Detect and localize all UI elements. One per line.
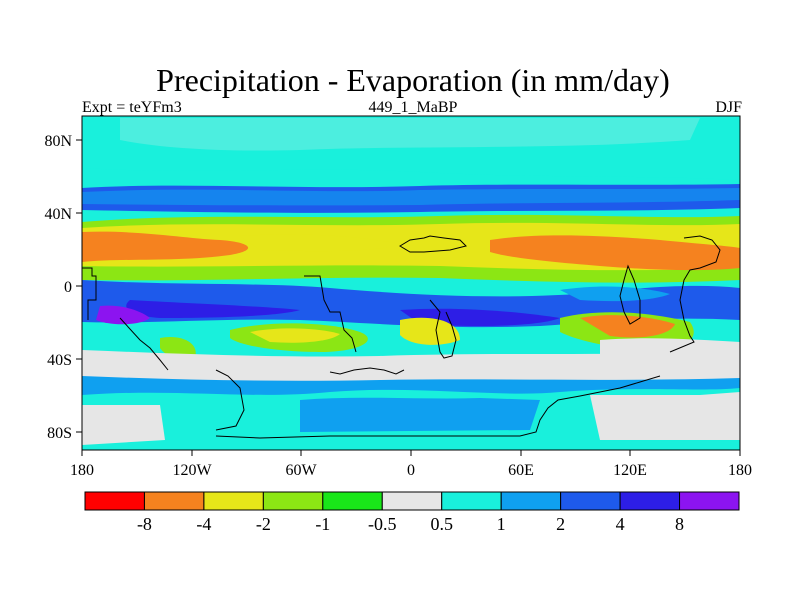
colorbar-label: 1 bbox=[497, 514, 506, 534]
colorbar-label: -4 bbox=[196, 514, 211, 534]
polar-cyan bbox=[82, 116, 740, 180]
antarctic-gray-east bbox=[590, 392, 740, 440]
southern-blue-patch bbox=[300, 397, 540, 432]
experiment-label: Expt = teYFm3 bbox=[82, 99, 182, 116]
colorbar bbox=[84, 491, 740, 511]
coast-4 bbox=[429, 299, 457, 359]
itcz-purple bbox=[96, 305, 150, 325]
y-tick: 80N bbox=[44, 133, 72, 150]
y-tick: 80S bbox=[47, 425, 72, 442]
coast-5 bbox=[619, 264, 641, 325]
x-tick: 120W bbox=[172, 462, 212, 479]
y-tick: 40S bbox=[47, 352, 72, 369]
storm-track-light bbox=[82, 188, 740, 206]
coast-9 bbox=[215, 375, 661, 439]
coast-10 bbox=[329, 367, 405, 375]
colorbar-labels: -8 -4 -2 -1 -0.5 0.5 1 2 4 8 bbox=[137, 514, 684, 534]
figure-title: Precipitation - Evaporation (in mm/day) bbox=[156, 62, 670, 98]
colorbar-swatch bbox=[322, 491, 383, 511]
colorbar-swatch bbox=[560, 491, 621, 511]
colorbar-label: 4 bbox=[616, 514, 625, 534]
sh-yellow-africa bbox=[400, 317, 460, 345]
colorbar-label: -8 bbox=[137, 514, 152, 534]
coast-2 bbox=[304, 275, 357, 353]
y-tick: 40N bbox=[44, 206, 72, 223]
colorbar-label: -0.5 bbox=[368, 514, 397, 534]
dry-orange-west bbox=[82, 231, 249, 262]
x-tick: 60E bbox=[508, 462, 534, 479]
x-tick: 180 bbox=[70, 462, 94, 479]
colorbar-label: 0.5 bbox=[430, 514, 453, 534]
colorbar-swatch bbox=[84, 491, 145, 511]
colorbar-swatch bbox=[679, 491, 740, 511]
dry-orange-east bbox=[490, 235, 740, 271]
colorbar-swatch bbox=[619, 491, 681, 511]
coast-8 bbox=[215, 369, 245, 431]
sh-orange-east bbox=[580, 315, 675, 338]
polar-light bbox=[120, 118, 700, 151]
colorbar-label: 8 bbox=[675, 514, 684, 534]
period-label: 449_1_MaBP bbox=[368, 99, 458, 116]
x-tick: 0 bbox=[407, 462, 415, 479]
colorbar-label: -1 bbox=[315, 514, 330, 534]
y-tick-labels: 80N 40N 0 40S 80S bbox=[44, 133, 72, 442]
colorbar-label: -2 bbox=[256, 514, 271, 534]
sh-gray-east bbox=[600, 338, 740, 361]
itcz-light bbox=[560, 286, 670, 302]
season-label: DJF bbox=[715, 99, 742, 116]
x-tick-labels: 180 120W 60W 0 60E 120E 180 bbox=[70, 462, 752, 479]
colorbar-swatch bbox=[262, 491, 324, 511]
x-tick: 120E bbox=[613, 462, 647, 479]
coast-6 bbox=[669, 235, 721, 353]
colorbar-label: 2 bbox=[556, 514, 565, 534]
pe-field bbox=[82, 116, 740, 450]
x-tick: 60W bbox=[285, 462, 317, 479]
colorbar-swatch bbox=[441, 491, 502, 511]
colorbar-swatch bbox=[143, 491, 205, 511]
y-tick: 0 bbox=[64, 279, 72, 296]
antarctic-gray-west bbox=[82, 405, 165, 445]
sh-yellow-mid bbox=[250, 328, 340, 343]
colorbar-swatch bbox=[203, 491, 264, 511]
coast-3 bbox=[399, 235, 467, 253]
colorbar-swatch bbox=[381, 491, 443, 511]
coast-1 bbox=[82, 267, 97, 320]
itcz-indigo-west bbox=[126, 300, 300, 318]
tick-marks bbox=[76, 139, 741, 456]
x-tick: 180 bbox=[728, 462, 752, 479]
dry-yellow-mid bbox=[240, 234, 400, 252]
colorbar-swatch bbox=[500, 491, 562, 511]
coast-7 bbox=[119, 317, 169, 371]
coastlines bbox=[82, 235, 721, 439]
sh-gray-band bbox=[82, 350, 740, 381]
